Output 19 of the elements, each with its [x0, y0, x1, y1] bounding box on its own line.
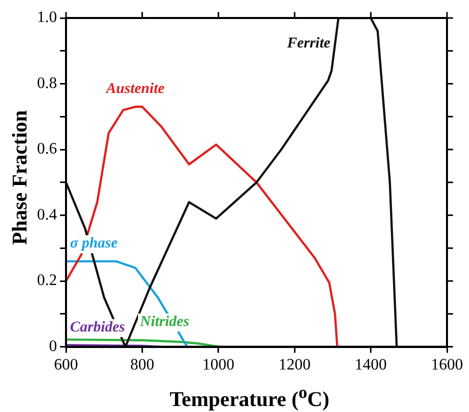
series-label: Ferrite	[286, 35, 331, 52]
y-axis-title: Phase Fraction	[8, 109, 32, 247]
y-tick-label: 0.8	[37, 74, 57, 92]
x-axis-title: Temperature ($^{o}$C)	[168, 382, 330, 412]
x-tick-label: 1600	[431, 356, 463, 374]
y-tick-label: 1.0	[37, 9, 57, 26]
series-label: Nitrides	[139, 314, 190, 330]
x-tick-label: 1200	[278, 356, 311, 374]
x-tick-label: 600	[54, 356, 78, 374]
series-label: σ phase	[70, 236, 118, 252]
y-tick-label: 0.6	[37, 140, 57, 158]
y-tick-label: 0.2	[37, 272, 57, 290]
series-label: Austenite	[105, 81, 165, 98]
y-tick-label: 0	[49, 338, 57, 356]
x-tick-label: 1400	[354, 356, 387, 374]
y-tick-label: 0.4	[37, 206, 57, 224]
x-tick-label: 800	[130, 356, 154, 374]
x-tick-label: 1000	[202, 356, 234, 374]
series-label: Carbides	[70, 320, 126, 336]
